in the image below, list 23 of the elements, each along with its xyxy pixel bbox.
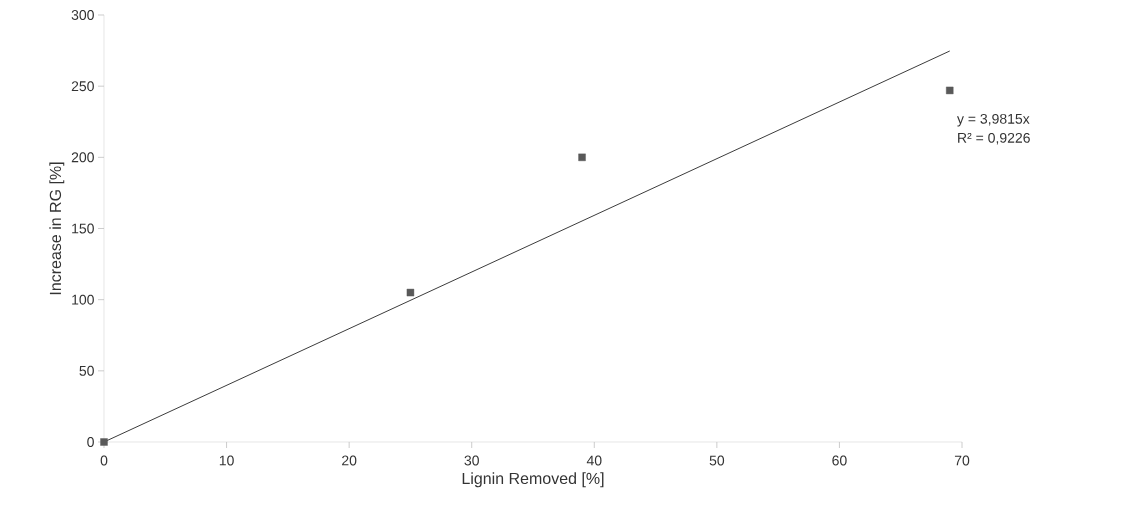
annotation: R² = 0,9226: [958, 132, 1030, 145]
y-tick-label: 100: [72, 294, 94, 305]
x-tick-label: 60: [832, 455, 847, 466]
y-tick-label: 150: [72, 223, 94, 234]
x-tick-label: 0: [100, 455, 108, 466]
y-tick-label: 0: [87, 437, 94, 447]
y-tick-label: 300: [71, 10, 94, 20]
x-tick-label: 40: [586, 455, 602, 466]
point: [946, 86, 954, 95]
annotation: y = 3,9815x: [956, 113, 1030, 127]
point: [406, 288, 415, 297]
x-tick-label: 10: [219, 455, 234, 466]
x-tick-label: 70: [954, 455, 970, 466]
y-axis-title: Increase in RG [%]: [49, 162, 65, 295]
x-tick-label: 20: [342, 455, 357, 466]
x-axis-title: Lignin Removed [%]: [462, 472, 604, 488]
y-tick-label: 250: [71, 81, 94, 92]
point: [578, 153, 586, 162]
x-tick-label: 50: [709, 455, 725, 466]
y-tick-label: 200: [71, 152, 94, 163]
x-tick-label: 30: [464, 455, 479, 466]
point: [100, 438, 108, 446]
y-tick-label: 50: [79, 365, 94, 376]
